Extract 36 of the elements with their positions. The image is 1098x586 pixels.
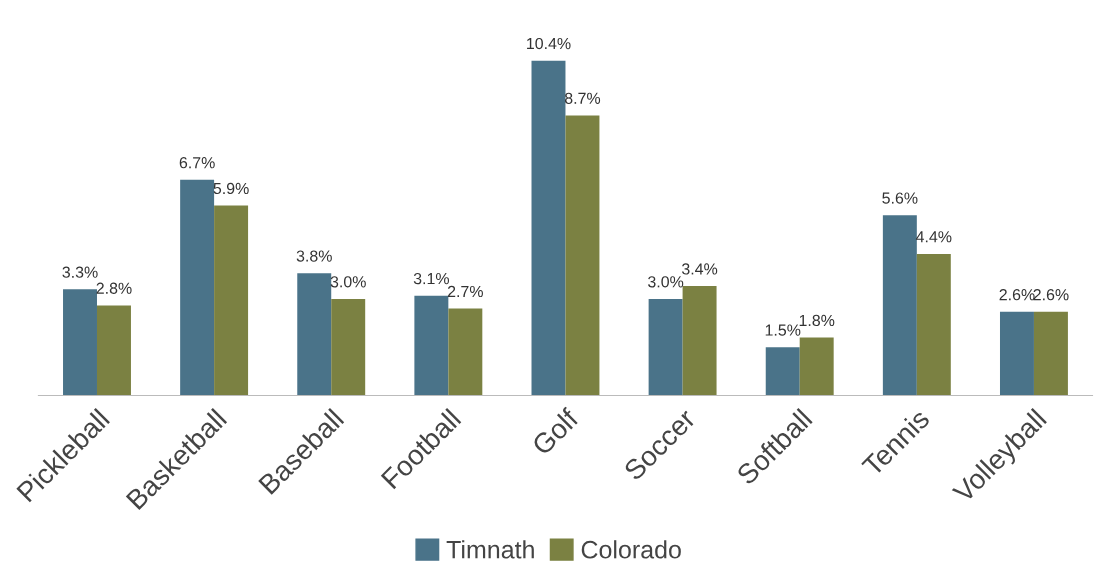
bar <box>448 308 483 396</box>
data-label: 2.7% <box>447 285 483 298</box>
data-label: 6.7% <box>179 157 215 169</box>
data-label: 5.6% <box>882 192 918 204</box>
bar <box>999 311 1034 396</box>
data-label: 3.3% <box>62 266 98 278</box>
data-label: 3.4% <box>681 263 718 275</box>
legend-label: Timnath <box>446 540 534 559</box>
bar <box>1033 311 1068 396</box>
data-label: 2.6% <box>1033 289 1069 301</box>
bar <box>565 115 600 396</box>
bar <box>648 298 683 396</box>
data-label: 1.5% <box>765 324 801 336</box>
bar <box>799 337 834 396</box>
data-label: 3.8% <box>296 250 332 262</box>
bar <box>331 298 366 396</box>
data-label: 3.1% <box>413 272 449 285</box>
bar <box>682 286 717 396</box>
bar <box>765 347 800 396</box>
data-label: 1.8% <box>799 314 835 327</box>
legend-label: Colorado <box>581 540 681 559</box>
bar <box>531 60 566 396</box>
bar <box>180 179 215 396</box>
bar <box>297 273 332 396</box>
bar <box>916 253 951 396</box>
bar <box>63 289 97 396</box>
bar <box>214 205 249 396</box>
bar <box>414 295 449 396</box>
data-label: 8.7% <box>564 92 601 104</box>
data-label: 2.8% <box>96 282 132 294</box>
data-label: 10.4% <box>527 37 571 50</box>
bar <box>96 305 131 396</box>
x-tick-label: Golf <box>530 406 580 457</box>
data-label: 3.0% <box>648 276 684 288</box>
data-label: 2.6% <box>999 289 1035 301</box>
bar <box>882 215 917 396</box>
